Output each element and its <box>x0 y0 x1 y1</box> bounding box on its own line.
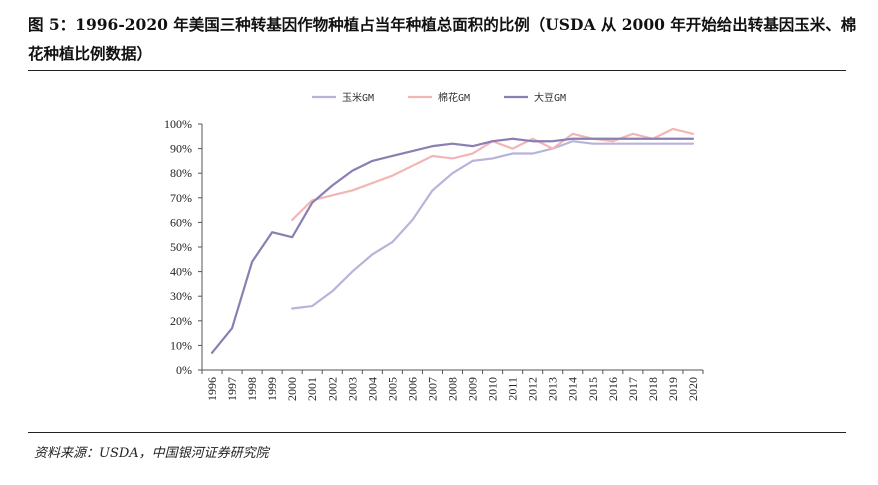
series-line-2 <box>210 137 695 354</box>
x-tick-label: 2017 <box>626 377 640 401</box>
x-tick-label: 2018 <box>646 377 660 401</box>
x-tick-label: 2016 <box>606 377 620 401</box>
x-tick-label: 2008 <box>446 377 460 401</box>
y-tick-label: 40% <box>170 265 192 279</box>
x-tick-label: 2012 <box>526 377 540 401</box>
y-tick-label: 70% <box>170 191 192 205</box>
x-tick-label: 2000 <box>285 377 299 401</box>
x-tick-label: 2010 <box>486 377 500 401</box>
x-tick-label: 2020 <box>686 377 700 401</box>
source-divider <box>28 432 846 433</box>
chart-lines <box>210 127 695 354</box>
x-tick-label: 1999 <box>265 377 279 401</box>
series-line-0 <box>291 140 695 310</box>
line-chart: 玉米GM 棉花GM 大豆GM 0% 10% 20% 30% 40% 50% 60% 70% 80% 9… <box>164 91 704 401</box>
x-tick-label: 2013 <box>546 377 560 401</box>
series-line-1 <box>291 127 695 222</box>
x-tick-label: 1997 <box>225 377 239 401</box>
x-tick-label: 2014 <box>566 377 580 401</box>
chart-legend: 玉米GM 棉花GM 大豆GM <box>312 91 566 104</box>
y-tick-label: 90% <box>170 142 192 156</box>
legend-label: 棉花GM <box>438 91 470 104</box>
chart-axes: 0% 10% 20% 30% 40% 50% 60% 70% 80% 90% 100% 1996 199… <box>164 117 704 401</box>
x-tick-label: 2004 <box>365 377 379 401</box>
legend-label: 大豆GM <box>534 91 566 104</box>
x-tick-label: 2015 <box>586 377 600 401</box>
x-tick-label: 2005 <box>385 377 399 401</box>
x-tick-label: 2003 <box>345 377 359 401</box>
x-tick-label: 1996 <box>205 377 219 401</box>
x-tick-label: 1998 <box>245 377 259 401</box>
y-tick-label: 80% <box>170 166 192 180</box>
x-tick-label: 2019 <box>666 377 680 401</box>
x-tick-label: 2006 <box>405 377 419 401</box>
figure-title: 图 5：1996-2020 年美国三种转基因作物种植占当年种植总面积的比例（US… <box>28 15 857 63</box>
x-tick-label: 2007 <box>425 377 439 401</box>
y-tick-label: 60% <box>170 215 192 229</box>
x-tick-label: 2002 <box>325 377 339 401</box>
y-tick-label: 20% <box>170 314 192 328</box>
y-tick-label: 10% <box>170 338 192 352</box>
title-divider <box>28 70 846 71</box>
x-tick-label: 2001 <box>305 377 319 401</box>
x-tick-label: 2009 <box>466 377 480 401</box>
x-tick-label: 2011 <box>506 377 520 401</box>
y-tick-label: 50% <box>170 240 192 254</box>
source-note: 资料来源：USDA，中国银河证券研究院 <box>34 446 269 461</box>
legend-label: 玉米GM <box>342 91 374 104</box>
y-tick-label: 30% <box>170 289 192 303</box>
y-tick-label: 100% <box>164 117 192 131</box>
y-tick-label: 0% <box>176 363 192 377</box>
